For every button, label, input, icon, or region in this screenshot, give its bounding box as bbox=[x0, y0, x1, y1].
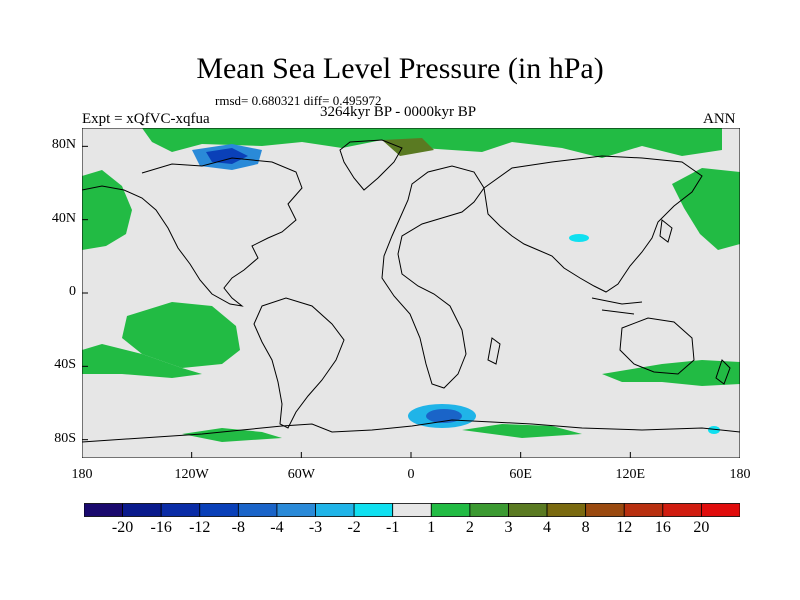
colorbar bbox=[84, 503, 740, 517]
mideast-negative-patch bbox=[569, 234, 589, 242]
indonesia-coast bbox=[591, 297, 643, 315]
arctic-positive-region bbox=[142, 128, 722, 158]
antarctic-positive-fringe bbox=[182, 428, 282, 442]
colorbar-swatch bbox=[430, 503, 471, 517]
ross-negative-patch bbox=[708, 426, 720, 434]
stats-readout: rmsd= 0.680321 diff= 0.495972 bbox=[215, 93, 382, 108]
colorbar-label: 1 bbox=[427, 519, 436, 536]
colorbar-swatch bbox=[623, 503, 664, 517]
north-america-coast bbox=[82, 157, 303, 307]
colorbar-swatch bbox=[315, 503, 355, 517]
colorbar-label: 3 bbox=[504, 519, 513, 536]
colorbar-label: 4 bbox=[543, 519, 552, 536]
australia-coast bbox=[619, 317, 695, 375]
colorbar-label: -12 bbox=[189, 519, 211, 536]
canada-strong-negative-region bbox=[206, 148, 248, 164]
colorbar-swatch bbox=[392, 503, 432, 517]
colorbar-swatch bbox=[276, 503, 316, 517]
lat-tick-label: 0 bbox=[69, 284, 76, 299]
colorbar-label: -20 bbox=[111, 519, 134, 536]
arctic-strong-positive-region bbox=[382, 138, 434, 156]
lon-tick-label: 180 bbox=[729, 467, 751, 482]
lat-tick-label: 40N bbox=[51, 210, 76, 226]
colorbar-label: 20 bbox=[693, 519, 710, 536]
colorbar-swatch bbox=[122, 503, 162, 517]
colorbar-swatch bbox=[701, 503, 740, 517]
madagascar-coast bbox=[487, 337, 501, 365]
colorbar-swatch bbox=[353, 503, 394, 517]
japan-coast bbox=[659, 219, 673, 243]
antarctica-coast bbox=[82, 419, 740, 443]
lon-tick-label: 0 bbox=[407, 467, 415, 482]
season-label: ANN bbox=[703, 111, 736, 127]
colorbar-label: -8 bbox=[231, 519, 245, 536]
colorbar-swatch bbox=[160, 503, 201, 517]
weddell-strong-negative-region bbox=[426, 409, 462, 423]
north-pacific-west-positive-region bbox=[672, 168, 740, 250]
colorbar-swatch bbox=[546, 503, 587, 517]
anomaly-shading bbox=[82, 128, 740, 442]
colorbar-swatch bbox=[508, 503, 548, 517]
colorbar-swatch bbox=[237, 503, 278, 517]
south-america-coast bbox=[253, 297, 345, 429]
colorbar-swatch bbox=[662, 503, 702, 517]
lat-tick-label: 80S bbox=[54, 430, 76, 446]
greenland-coast bbox=[339, 139, 403, 191]
colorbar-label: -1 bbox=[386, 519, 400, 536]
colorbar-swatch bbox=[199, 503, 239, 517]
asia-coast bbox=[483, 155, 703, 293]
lon-tick-label: 180 bbox=[71, 467, 93, 482]
map-title: Mean Sea Level Pressure (in hPa) bbox=[196, 52, 604, 85]
lat-tick-label: 40S bbox=[54, 357, 76, 373]
colorbar-label: 12 bbox=[616, 519, 633, 536]
axis-ticks bbox=[82, 145, 740, 458]
south-pacific-positive-tail bbox=[82, 344, 202, 378]
colorbar-label: -2 bbox=[347, 519, 361, 536]
lon-tick-label: 60W bbox=[287, 467, 315, 482]
colorbar-label: 2 bbox=[465, 519, 474, 536]
colorbar-label: -3 bbox=[308, 519, 323, 536]
world-map-plot bbox=[82, 128, 740, 458]
lon-tick-label: 60E bbox=[509, 467, 532, 482]
colorbar-swatch bbox=[84, 503, 123, 517]
lon-tick-label: 120W bbox=[174, 467, 209, 482]
europe-africa-coast bbox=[381, 165, 485, 389]
colorbar-label: -4 bbox=[270, 519, 284, 536]
north-pacific-east-positive-region bbox=[82, 170, 132, 250]
coastlines bbox=[82, 139, 740, 443]
lat-tick-label: 80N bbox=[51, 137, 76, 153]
colorbar-swatch bbox=[469, 503, 509, 517]
map-background bbox=[82, 128, 740, 458]
experiment-label: Expt = xQfVC-xqfua bbox=[82, 111, 210, 127]
period-label: 3264kyr BP - 0000kyr BP bbox=[320, 104, 477, 120]
colorbar-swatch bbox=[585, 503, 625, 517]
colorbar-label: 16 bbox=[654, 519, 671, 536]
colorbar-label: 8 bbox=[581, 519, 590, 536]
antarctic-positive-fringe-2 bbox=[462, 424, 582, 438]
new-zealand-coast bbox=[715, 359, 731, 385]
colorbar-label: -16 bbox=[150, 519, 172, 536]
lon-tick-label: 120E bbox=[615, 467, 646, 482]
south-pacific-positive-region bbox=[122, 302, 240, 368]
